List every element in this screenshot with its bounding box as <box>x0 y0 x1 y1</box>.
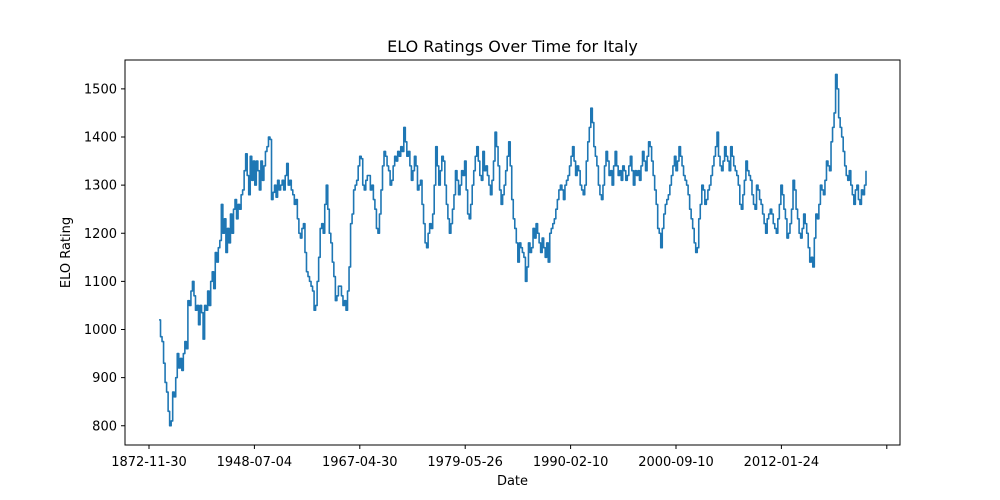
chart-title: ELO Ratings Over Time for Italy <box>387 37 638 56</box>
x-tick-label: 1948-07-04 <box>217 455 293 470</box>
x-tick-label: 1979-05-26 <box>427 455 503 470</box>
x-tick-label: 2000-09-10 <box>638 455 714 470</box>
x-tick-label: 1990-02-10 <box>533 455 609 470</box>
y-tick-label: 800 <box>92 419 117 434</box>
x-tick-label: 1872-11-30 <box>111 455 187 470</box>
y-tick-label: 1400 <box>84 131 117 146</box>
y-tick-label: 1200 <box>84 227 117 242</box>
x-tick-label: 2012-01-24 <box>744 455 820 470</box>
y-tick-label: 1500 <box>84 82 117 97</box>
x-axis-label: Date <box>497 474 528 489</box>
y-tick-label: 900 <box>92 371 117 386</box>
series-line-italy-elo <box>159 73 867 427</box>
x-axis-ticks: 1872-11-30 1948-07-04 1967-04-30 1979-05-26… <box>111 445 888 470</box>
plot-frame <box>124 59 901 446</box>
y-axis-ticks: 800 900 1000 1100 1200 1300 1400 1500 <box>84 82 125 434</box>
y-axis-label: ELO Rating <box>59 217 74 288</box>
y-tick-label: 1300 <box>84 179 117 194</box>
y-tick-label: 1100 <box>84 275 117 290</box>
y-tick-label: 1000 <box>84 323 117 338</box>
x-tick-label: 1967-04-30 <box>322 455 398 470</box>
